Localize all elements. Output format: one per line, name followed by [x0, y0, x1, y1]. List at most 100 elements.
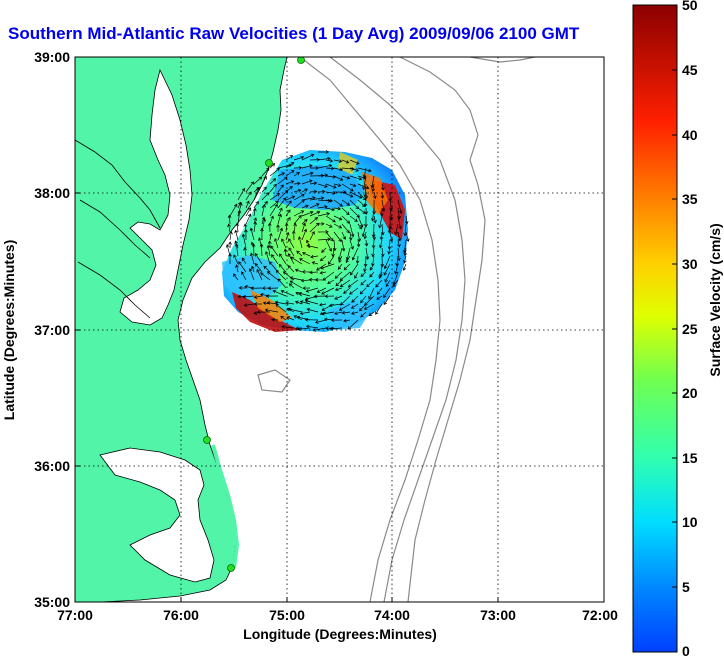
y-tick-label: 38:00 [34, 185, 70, 201]
velocity-arrow [379, 231, 384, 241]
chesapeake-bay [119, 68, 193, 326]
velocity-arrow [245, 181, 254, 193]
velocity-arrow [275, 269, 287, 281]
velocity-arrow [289, 280, 303, 289]
velocity-arrow [316, 263, 327, 271]
bathymetry-contour [299, 57, 441, 602]
velocity-arrow [252, 207, 257, 217]
y-tick-label: 36:00 [34, 458, 70, 474]
velocity-arrow [301, 219, 308, 225]
velocity-arrow [333, 223, 343, 229]
velocity-arrow [325, 326, 335, 331]
velocity-arrow [397, 247, 401, 262]
velocity-arrow [402, 263, 407, 271]
velocity-arrow [341, 159, 350, 164]
velocity-arrow [325, 175, 337, 179]
velocity-arrow [333, 183, 342, 187]
velocity-arrow [368, 311, 375, 317]
velocity-arrow [302, 251, 311, 257]
station-marker [265, 159, 273, 167]
velocity-arrow [301, 269, 311, 274]
velocity-arrow [370, 207, 375, 222]
velocity-arrow [275, 303, 287, 313]
velocity-arrow [294, 268, 303, 273]
velocity-arrow [394, 263, 399, 275]
y-axis-label: Latitude (Degrees:Minutes) [1, 240, 17, 420]
velocity-arrow [385, 279, 391, 287]
velocity-arrow [371, 183, 375, 192]
velocity-arrow [288, 238, 295, 249]
velocity-arrow [328, 255, 335, 265]
velocity-arrow [397, 231, 402, 242]
velocity-arrow [277, 207, 283, 217]
velocity-arrow [286, 316, 295, 321]
velocity-arrow [261, 203, 266, 217]
barrier-islands [211, 444, 240, 569]
velocity-arrow [317, 156, 331, 161]
velocity-arrow [349, 215, 358, 222]
velocity-arrow [309, 217, 319, 225]
velocity-arrow [317, 205, 328, 209]
velocity-arrow [277, 213, 282, 225]
velocity-arrow [269, 167, 280, 177]
velocity-arrow [285, 155, 294, 161]
velocity-arrow [293, 199, 305, 209]
velocity-arrow [228, 253, 232, 264]
velocity-arrow [349, 207, 360, 218]
velocity-arrow [369, 271, 375, 278]
velocity-arrow [241, 257, 247, 265]
velocity-arrow [249, 227, 255, 241]
velocity-arrow [370, 175, 375, 189]
velocity-arrow [294, 300, 303, 305]
velocity-arrow [324, 294, 335, 299]
velocity-arrow [293, 172, 300, 177]
velocity-arrow [339, 279, 351, 287]
velocity-arrow [364, 239, 369, 247]
velocity-arrow [380, 247, 385, 258]
velocity-arrow [381, 199, 386, 212]
velocity-arrow [357, 183, 370, 190]
velocity-arrow [301, 210, 314, 217]
velocity-arrow [334, 271, 343, 279]
velocity-arrow [351, 295, 359, 303]
velocity-arrow [397, 199, 403, 214]
velocity-arrow [341, 183, 354, 192]
velocity-arrow [388, 215, 393, 230]
velocity-low-patch [272, 165, 365, 210]
velocity-arrow [269, 232, 273, 241]
velocity-arrow [383, 295, 391, 306]
velocity-arrow [364, 191, 369, 200]
velocity-arrow [234, 229, 239, 241]
velocity-arrow [334, 295, 343, 300]
velocity-arrow [300, 278, 311, 283]
velocity-arrow [349, 263, 359, 276]
y-tick-label: 35:00 [34, 594, 70, 610]
velocity-arrow [341, 175, 351, 180]
velocity-arrow [287, 264, 295, 273]
velocity-arrow [227, 214, 232, 225]
velocity-arrow [293, 193, 305, 201]
velocity-arrow [301, 171, 314, 177]
velocity-arrow [309, 203, 320, 209]
velocity-arrow [293, 181, 301, 186]
velocity-arrow [302, 286, 311, 291]
velocity-arrow [265, 294, 279, 298]
velocity-arrow [378, 215, 383, 229]
velocity-arrow [347, 319, 359, 330]
velocity-arrow [309, 196, 325, 201]
velocity-arrow [276, 224, 280, 232]
velocity-arrow [227, 223, 231, 233]
velocity-arrow [301, 196, 316, 201]
velocity-arrow [362, 175, 367, 191]
velocity-arrow [254, 262, 263, 273]
velocity-arrow [383, 263, 391, 276]
velocity-arrow [373, 215, 377, 224]
velocity-arrow [243, 247, 247, 257]
velocity-arrow [267, 240, 272, 249]
albemarle-sound [99, 447, 215, 583]
velocity-arrow [266, 301, 279, 305]
y-tick-label: 37:00 [34, 322, 70, 338]
velocity-arrow [333, 175, 344, 181]
velocity-arrow [325, 215, 336, 223]
